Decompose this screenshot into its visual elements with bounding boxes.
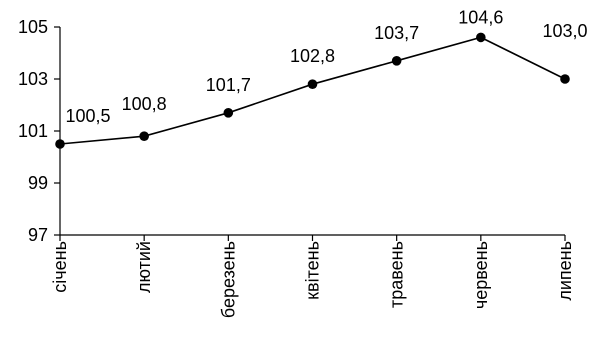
data-label: 101,7 bbox=[206, 75, 251, 95]
axes: 97 99 101 103 105 січень лютий березень квітень т… bbox=[18, 17, 575, 318]
x-tick-label: квітень bbox=[303, 241, 323, 300]
x-tick-label: травень bbox=[387, 241, 407, 308]
data-label: 104,6 bbox=[458, 7, 503, 27]
data-labels: 100,5 100,8 101,7 102,8 103,7 104,6 103,0 bbox=[65, 7, 587, 126]
x-tick-label: березень bbox=[218, 241, 238, 318]
y-tick-label: 97 bbox=[28, 225, 48, 245]
data-label: 103,7 bbox=[374, 23, 419, 43]
data-points bbox=[55, 32, 570, 149]
y-tick-label: 105 bbox=[18, 17, 48, 37]
data-label: 100,8 bbox=[122, 94, 167, 114]
x-tick-label: липень bbox=[555, 241, 575, 301]
y-tick-label: 101 bbox=[18, 121, 48, 141]
x-tick-label: січень bbox=[50, 241, 70, 293]
data-point bbox=[139, 131, 149, 141]
data-point bbox=[307, 79, 318, 89]
data-label: 103,0 bbox=[542, 21, 587, 41]
data-label: 102,8 bbox=[290, 46, 335, 66]
data-label: 100,5 bbox=[65, 106, 110, 126]
data-point bbox=[391, 56, 402, 66]
y-tick-label: 103 bbox=[18, 69, 48, 89]
data-point bbox=[223, 108, 234, 118]
data-point bbox=[476, 32, 486, 43]
x-tick-label: червень bbox=[471, 241, 491, 309]
data-point bbox=[560, 74, 570, 84]
y-tick-label: 99 bbox=[28, 173, 48, 193]
data-point bbox=[55, 139, 65, 149]
x-tick-label: лютий bbox=[134, 241, 154, 293]
